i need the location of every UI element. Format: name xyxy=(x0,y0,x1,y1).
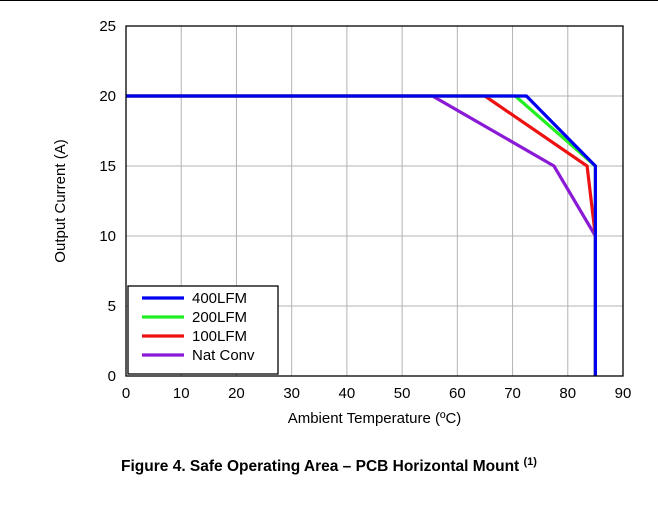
x-tick-label: 60 xyxy=(449,385,466,402)
y-tick-label: 20 xyxy=(99,88,116,105)
legend-entry: Nat Conv xyxy=(192,347,255,364)
legend-box xyxy=(127,285,279,375)
figure-caption-footnote: (1) xyxy=(523,456,537,468)
y-tick-label: 0 xyxy=(108,368,116,385)
x-tick-label: 90 xyxy=(615,385,632,402)
series-line xyxy=(126,94,598,376)
x-tick-label: 10 xyxy=(173,385,190,402)
x-tick-label: 40 xyxy=(339,385,356,402)
y-tick-label: 10 xyxy=(99,228,116,245)
legend-entry: 100LFM xyxy=(192,328,247,345)
x-axis-label: Ambient Temperature (ºC) xyxy=(288,410,462,427)
y-tick-labels: 0 5 10 15 20 25 xyxy=(99,18,116,385)
legend-entry: 400LFM xyxy=(192,290,247,307)
x-tick-label: 20 xyxy=(228,385,245,402)
figure-caption: Figure 4. Safe Operating Area – PCB Hori… xyxy=(0,456,658,476)
figure-caption-text: Figure 4. Safe Operating Area – PCB Hori… xyxy=(121,458,524,476)
top-rule xyxy=(0,0,658,1)
x-tick-label: 30 xyxy=(283,385,300,402)
y-tick-label: 5 xyxy=(108,298,116,315)
y-axis-label: Output Current (A) xyxy=(52,139,69,262)
series-lines xyxy=(126,94,598,376)
y-tick-label: 25 xyxy=(99,18,116,35)
x-tick-label: 70 xyxy=(504,385,521,402)
plot-frame xyxy=(125,25,624,377)
legend-entry: 200LFM xyxy=(192,309,247,326)
legend: 400LFM 200LFM 100LFM Nat Conv xyxy=(127,285,279,375)
x-tick-label: 50 xyxy=(394,385,411,402)
y-tick-label: 15 xyxy=(99,158,116,175)
x-tick-label: 80 xyxy=(559,385,576,402)
safe-operating-area-chart: 0 10 20 30 40 50 60 70 80 90 0 5 10 15 20 25 Ambient T… xyxy=(52,18,632,427)
x-tick-label: 0 xyxy=(122,385,130,402)
x-tick-labels: 0 10 20 30 40 50 60 70 80 90 xyxy=(122,385,632,402)
